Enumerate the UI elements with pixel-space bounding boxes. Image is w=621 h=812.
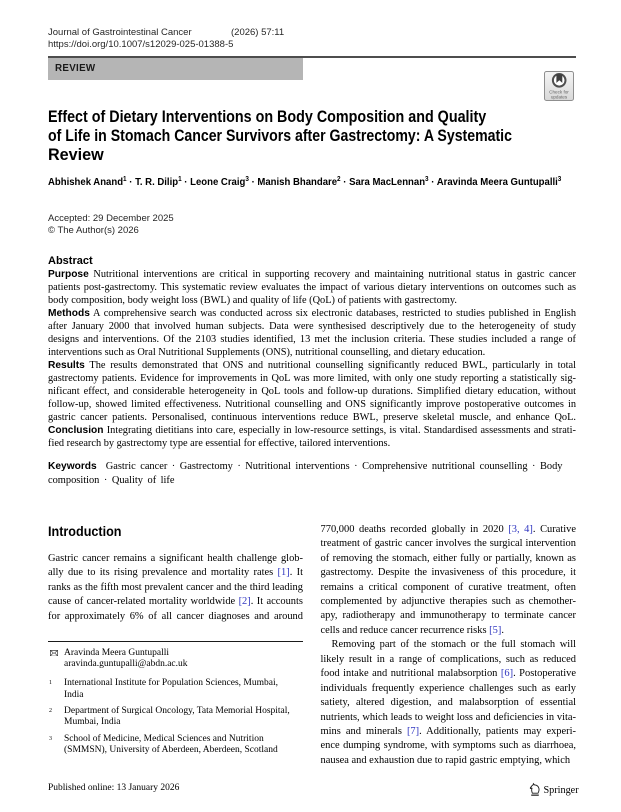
svg-text:Check for: Check for [549,90,569,95]
svg-text:updates: updates [551,94,568,99]
